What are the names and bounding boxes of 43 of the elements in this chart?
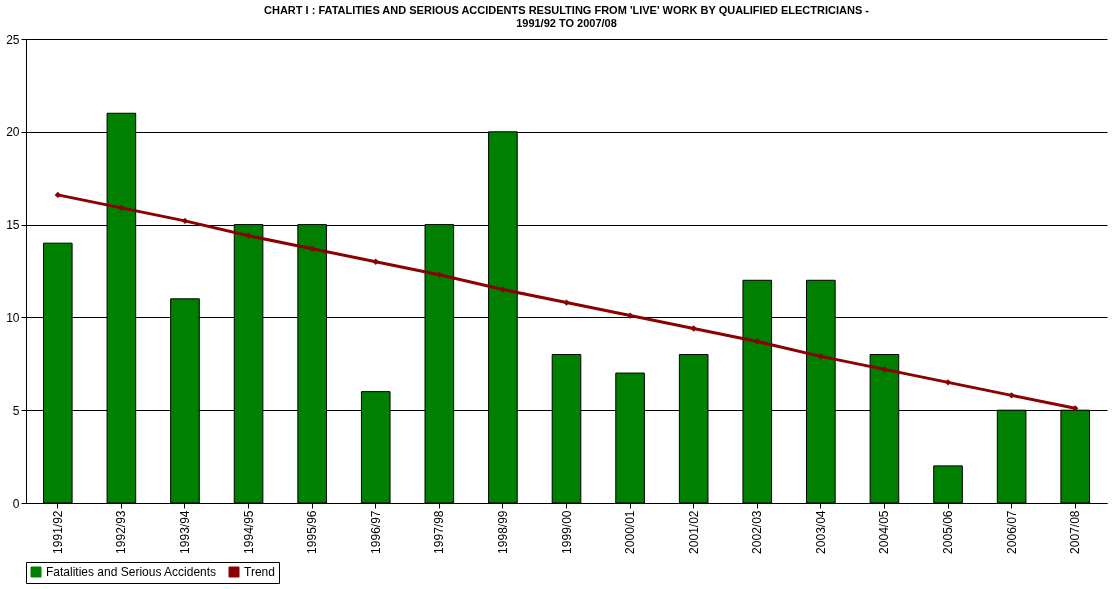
point	[626, 312, 634, 319]
point	[372, 258, 379, 265]
point	[436, 271, 443, 278]
x-tick-label: 1996/97	[368, 510, 383, 554]
point	[308, 245, 316, 252]
y-tick-label: 5	[12, 403, 20, 418]
x-tick-label: 2006/07	[1004, 510, 1019, 554]
y-tick-label: 20	[6, 125, 20, 140]
y-tick-label: 0	[12, 496, 20, 511]
x-tick-label: 2003/04	[813, 510, 828, 554]
x-tick-label: 2002/03	[750, 510, 765, 554]
point	[563, 299, 570, 306]
point	[54, 191, 61, 199]
point	[817, 353, 825, 360]
point	[690, 325, 697, 332]
x-tick-label: 1993/94	[177, 510, 192, 554]
text: 1991/92 TO 2007/08	[516, 17, 617, 29]
x-tick-label: 1994/95	[241, 510, 256, 554]
x-tick-label: 1999/00	[559, 510, 574, 554]
y-tick-label: 15	[6, 218, 20, 233]
x-tick-label: 2001/02	[686, 510, 701, 554]
point	[881, 366, 888, 373]
y-tick-label: 10	[6, 310, 20, 325]
x-tick-label: 1995/96	[305, 510, 320, 554]
y-tick-label: 25	[6, 32, 20, 47]
point	[499, 286, 507, 293]
point	[1008, 392, 1015, 399]
point	[944, 379, 952, 386]
legend-label: Trend	[244, 565, 275, 579]
point	[754, 338, 761, 345]
x-tick-label: 2000/01	[623, 510, 638, 554]
x-tick-label: 1997/98	[432, 510, 447, 554]
x-tick-label: 2005/06	[941, 510, 956, 554]
point	[118, 204, 125, 212]
x-tick-label: 1992/93	[114, 510, 129, 554]
x-tick-label: 1991/92	[50, 510, 65, 554]
point	[245, 232, 252, 239]
legend-label: Fatalities and Serious Accidents	[46, 565, 217, 579]
x-tick-label: 2007/08	[1068, 510, 1083, 554]
text: CHART I : FATALITIES AND SERIOUS ACCIDENTS RESULTING FROM 'LIVE' WORK BY QUALIFIED ELECTRICIANS -	[264, 4, 869, 16]
point	[1072, 405, 1079, 412]
x-tick-label: 1998/99	[495, 510, 510, 554]
x-tick-label: 2004/05	[877, 510, 892, 554]
